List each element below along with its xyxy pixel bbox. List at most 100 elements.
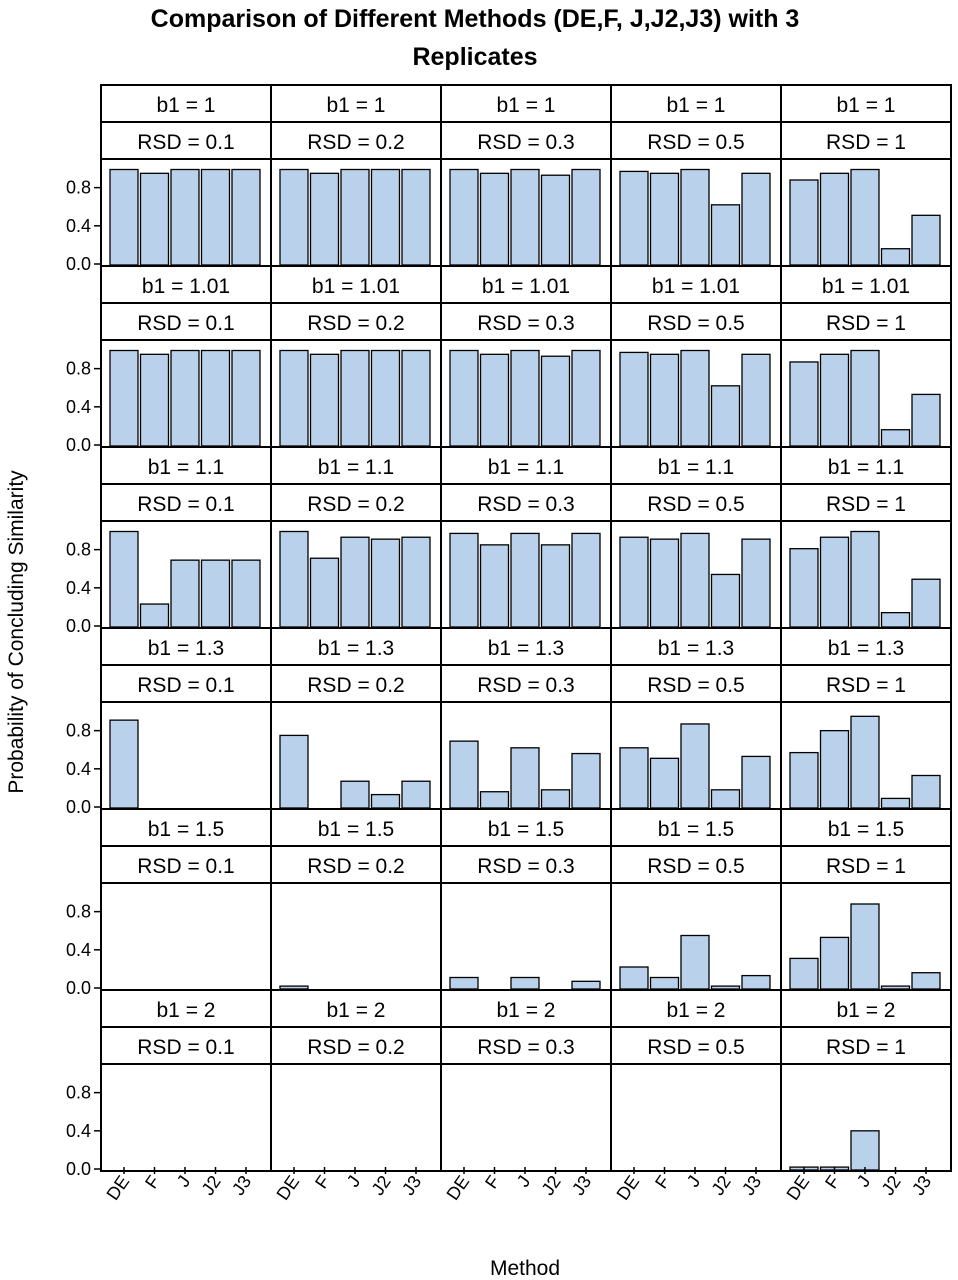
x-tick-label: J2 bbox=[367, 1172, 394, 1199]
bar-j bbox=[170, 559, 200, 628]
strip-rsd-label: RSD = 0.2 bbox=[307, 131, 404, 154]
bar-f bbox=[479, 544, 510, 628]
y-tick-label: 0.4 bbox=[66, 940, 91, 960]
strip-b1-label: b1 = 1.1 bbox=[488, 456, 564, 479]
strip-b1 bbox=[780, 989, 952, 1028]
strip-rsd bbox=[780, 121, 952, 160]
bar-de bbox=[279, 734, 309, 809]
bar-j3 bbox=[571, 980, 601, 990]
strip-b1-label: b1 = 1.5 bbox=[318, 818, 394, 841]
bar-f bbox=[819, 936, 850, 990]
bar-j3 bbox=[231, 168, 261, 266]
strip-b1 bbox=[100, 808, 272, 847]
panel-plot-area bbox=[440, 882, 612, 991]
strip-rsd-label: RSD = 0.3 bbox=[477, 131, 574, 154]
bar-de bbox=[789, 957, 819, 990]
strip-rsd bbox=[610, 845, 782, 884]
strip-rsd-label: RSD = 0.1 bbox=[137, 855, 234, 878]
strip-b1-label: b1 = 1.3 bbox=[658, 637, 734, 660]
bar-j2 bbox=[200, 349, 231, 447]
bar-j2 bbox=[200, 559, 231, 628]
bar-j3 bbox=[401, 349, 431, 447]
bar-de bbox=[789, 751, 819, 809]
strip-rsd-label: RSD = 0.3 bbox=[477, 312, 574, 335]
bar-j bbox=[510, 976, 540, 990]
strip-b1-label: b1 = 1.5 bbox=[488, 818, 564, 841]
y-tick-label: 0.8 bbox=[66, 1083, 91, 1103]
strip-b1 bbox=[610, 446, 782, 485]
strip-b1-label: b1 = 1.1 bbox=[148, 456, 224, 479]
bar-j bbox=[340, 349, 370, 447]
bar-j bbox=[510, 532, 540, 628]
panel-plot-area bbox=[610, 1063, 782, 1172]
x-tick-label: F bbox=[141, 1172, 164, 1192]
x-tick-label: DE bbox=[273, 1172, 304, 1204]
strip-rsd-label: RSD = 0.1 bbox=[137, 131, 234, 154]
bar-j3 bbox=[571, 532, 601, 628]
bar-de bbox=[789, 179, 819, 266]
y-tick-label: 0.8 bbox=[66, 540, 91, 560]
chart-title-line-1: Comparison of Different Methods (DE,F, J… bbox=[151, 5, 800, 33]
strip-rsd bbox=[440, 664, 612, 703]
bar-j bbox=[850, 349, 880, 447]
strip-b1-label: b1 = 2 bbox=[837, 999, 896, 1022]
y-tick-label: 0.0 bbox=[66, 435, 91, 455]
bar-f bbox=[649, 353, 680, 447]
strip-rsd bbox=[780, 483, 952, 522]
strip-rsd bbox=[270, 664, 442, 703]
strip-rsd-label: RSD = 0.5 bbox=[647, 855, 744, 878]
x-tick-label: J3 bbox=[908, 1172, 935, 1199]
y-axis-label: Probability of Concluding Similarity bbox=[5, 470, 28, 794]
panel-plot-area bbox=[100, 882, 272, 991]
y-tick-label: 0.8 bbox=[66, 178, 91, 198]
x-tick-label: F bbox=[821, 1172, 844, 1192]
x-tick-label: J3 bbox=[228, 1172, 255, 1199]
strip-rsd bbox=[100, 483, 272, 522]
x-tick-label: J bbox=[173, 1172, 195, 1191]
bar-j3 bbox=[741, 974, 771, 990]
bar-j bbox=[850, 530, 880, 628]
strip-b1-label: b1 = 1.5 bbox=[148, 818, 224, 841]
bar-j3 bbox=[911, 774, 941, 809]
strip-rsd bbox=[610, 483, 782, 522]
bar-j bbox=[340, 780, 370, 809]
bar-f bbox=[479, 172, 510, 266]
bar-de bbox=[449, 532, 479, 628]
bar-f bbox=[819, 353, 850, 447]
strip-b1-label: b1 = 1.1 bbox=[318, 456, 394, 479]
bar-j bbox=[850, 168, 880, 266]
x-tick-label: J3 bbox=[398, 1172, 425, 1199]
strip-b1-label: b1 = 2 bbox=[497, 999, 556, 1022]
y-tick-label: 0.4 bbox=[66, 759, 91, 779]
strip-b1-label: b1 = 1.3 bbox=[488, 637, 564, 660]
y-tick-label: 0.0 bbox=[66, 254, 91, 274]
bar-j2 bbox=[540, 544, 571, 628]
bar-de bbox=[789, 548, 819, 628]
strip-b1 bbox=[610, 808, 782, 847]
strip-b1-label: b1 = 1.01 bbox=[142, 275, 230, 298]
strip-rsd-label: RSD = 1 bbox=[826, 1036, 906, 1059]
x-tick-label: J bbox=[853, 1172, 875, 1191]
strip-b1-label: b1 = 1.01 bbox=[482, 275, 570, 298]
x-tick-label: F bbox=[311, 1172, 334, 1192]
bar-j2 bbox=[710, 204, 741, 266]
y-tick-label: 0.0 bbox=[66, 978, 91, 998]
strip-rsd-label: RSD = 0.5 bbox=[647, 131, 744, 154]
bar-f bbox=[649, 976, 680, 990]
strip-rsd-label: RSD = 0.5 bbox=[647, 674, 744, 697]
x-tick-label: J2 bbox=[877, 1172, 904, 1199]
panel-plot-area bbox=[100, 1063, 272, 1172]
bar-j2 bbox=[200, 168, 231, 266]
strip-rsd-label: RSD = 0.2 bbox=[307, 855, 404, 878]
bar-j2 bbox=[540, 789, 571, 809]
bar-j2 bbox=[880, 611, 911, 628]
bar-f bbox=[479, 791, 510, 809]
strip-rsd bbox=[780, 1026, 952, 1065]
bar-j2 bbox=[880, 248, 911, 266]
strip-b1 bbox=[780, 627, 952, 666]
bar-j bbox=[510, 747, 540, 809]
bar-de bbox=[789, 361, 819, 447]
bar-de bbox=[279, 349, 309, 447]
panel-plot-area bbox=[440, 1063, 612, 1172]
strip-b1 bbox=[440, 808, 612, 847]
